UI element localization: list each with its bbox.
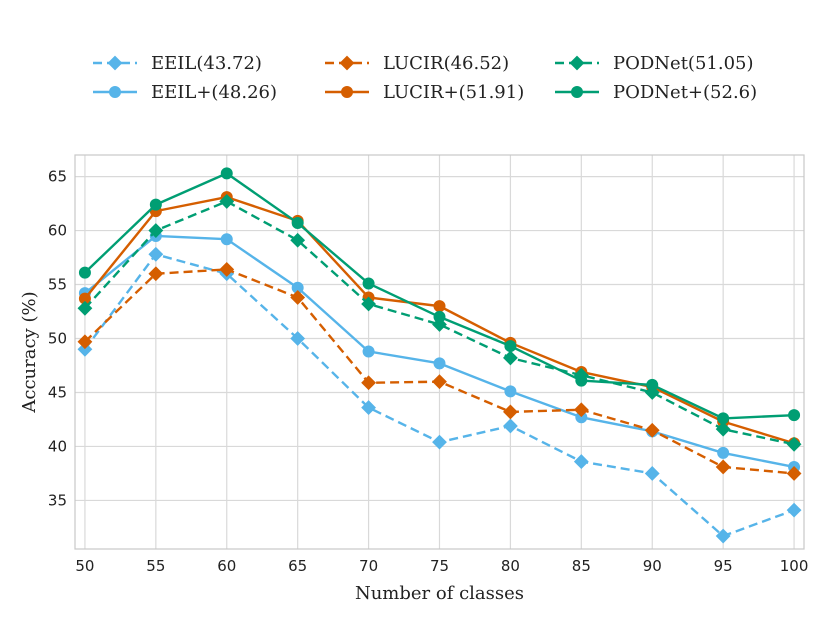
data-point <box>220 233 233 246</box>
y-tick-label: 55 <box>48 276 67 294</box>
data-point <box>503 404 518 420</box>
y-tick-label: 45 <box>48 383 67 401</box>
data-point <box>786 466 802 481</box>
data-point <box>786 502 802 518</box>
data-point <box>361 296 376 312</box>
data-point <box>715 421 731 437</box>
data-point <box>290 331 306 346</box>
series-podnet <box>77 194 802 452</box>
data-point <box>219 194 235 209</box>
data-point <box>77 334 93 350</box>
x-tick-label: 100 <box>780 557 809 575</box>
x-tick-label: 50 <box>75 557 94 575</box>
data-point <box>78 266 91 279</box>
data-point <box>290 232 306 248</box>
data-point <box>644 466 660 481</box>
data-point <box>715 459 731 475</box>
data-point <box>717 446 730 459</box>
y-tick-label: 40 <box>48 437 67 455</box>
data-point <box>291 217 304 230</box>
data-point <box>77 341 93 357</box>
legend-item: EEIL(43.72) <box>93 53 262 74</box>
x-tick-label: 90 <box>643 557 662 575</box>
y-tick-label: 65 <box>48 168 67 186</box>
x-tick-label: 70 <box>359 557 378 575</box>
data-point <box>361 375 376 391</box>
x-tick-label: 65 <box>288 557 307 575</box>
plot-frame <box>74 154 805 550</box>
data-point <box>433 310 446 323</box>
y-tick-label: 35 <box>48 491 67 509</box>
legend-label: PODNet+(52.6) <box>613 82 757 103</box>
legend-label: EEIL+(48.26) <box>151 82 277 103</box>
data-point <box>573 402 589 418</box>
data-point <box>432 374 447 390</box>
legend-label: LUCIR+(51.91) <box>383 82 524 103</box>
data-point <box>503 350 518 366</box>
legend-item: EEIL+(48.26) <box>93 82 277 103</box>
legend-marker <box>571 86 583 98</box>
data-point <box>717 412 730 425</box>
legend-marker <box>339 55 355 71</box>
legend-marker <box>109 86 121 98</box>
series-podnet-plus <box>78 167 801 425</box>
legend: EEIL(43.72) EEIL+(48.26) LUCIR(46.52) LUCIR… <box>93 53 757 103</box>
data-point <box>573 454 589 469</box>
x-tick-label: 80 <box>501 557 520 575</box>
grid <box>75 155 804 549</box>
data-point <box>219 262 235 277</box>
data-point <box>148 223 164 238</box>
legend-item: PODNet+(52.6) <box>555 82 757 103</box>
x-tick-label: 55 <box>146 557 165 575</box>
data-point <box>149 198 162 211</box>
data-point <box>504 385 517 398</box>
legend-item: PODNet(51.05) <box>555 53 754 74</box>
data-point <box>788 409 801 422</box>
data-point <box>786 436 802 452</box>
data-point <box>433 357 446 370</box>
legend-label: PODNet(51.05) <box>613 53 754 74</box>
x-tick-label: 75 <box>430 557 449 575</box>
data-point <box>503 418 518 434</box>
data-point <box>646 378 659 391</box>
data-point <box>290 290 306 305</box>
legend-item: LUCIR+(51.91) <box>325 82 524 103</box>
data-point <box>715 528 731 544</box>
x-tick-label: 95 <box>714 557 733 575</box>
data-point <box>362 277 375 290</box>
y-tick-label: 50 <box>48 330 67 348</box>
data-point <box>644 422 660 438</box>
data-point <box>220 167 233 180</box>
data-point <box>433 300 446 313</box>
data-point <box>432 434 447 450</box>
data-point <box>361 400 376 415</box>
legend-item: LUCIR(46.52) <box>325 53 509 74</box>
data-point <box>575 374 588 387</box>
x-tick-label: 85 <box>572 557 591 575</box>
x-tick-label: 60 <box>217 557 236 575</box>
series-lucir <box>77 262 802 481</box>
legend-label: LUCIR(46.52) <box>383 53 509 74</box>
legend-label: EEIL(43.72) <box>151 53 262 74</box>
data-point <box>77 300 93 316</box>
legend-marker <box>341 86 353 98</box>
x-axis-ticks: 50 55 60 65 70 75 80 85 90 95 100 <box>75 557 808 575</box>
y-tick-label: 60 <box>48 222 67 240</box>
legend-marker <box>569 55 585 71</box>
data-point <box>504 340 517 353</box>
series-line <box>84 200 795 446</box>
data-point <box>148 246 164 262</box>
series-layer <box>77 167 802 544</box>
y-axis-ticks: 35 40 45 50 55 60 65 <box>48 168 67 510</box>
y-axis-label: Accuracy (%) <box>19 291 40 413</box>
data-point <box>148 266 164 282</box>
data-point <box>362 345 375 358</box>
x-axis-label: Number of classes <box>355 583 524 604</box>
legend-marker <box>107 55 123 71</box>
